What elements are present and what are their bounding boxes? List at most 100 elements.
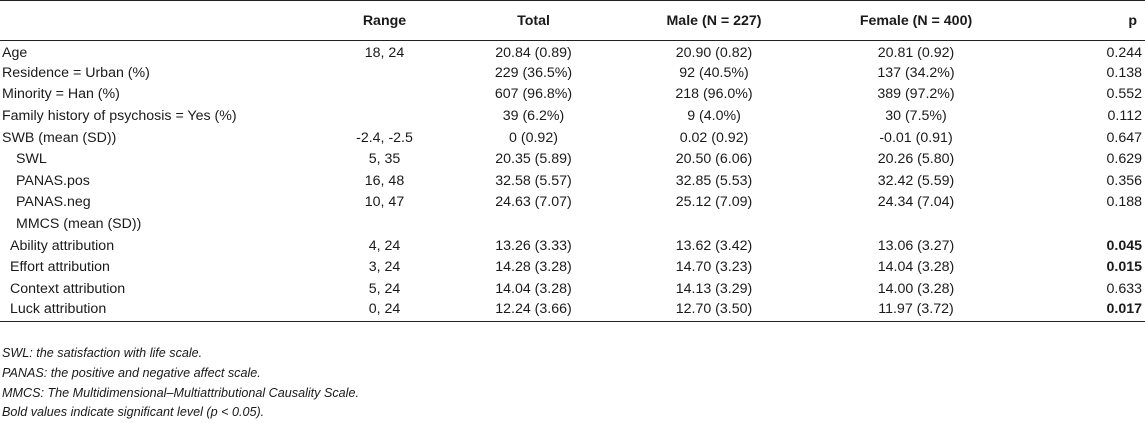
row-female: 11.97 (3.72) [804,299,1028,322]
row-total: 14.04 (3.28) [495,280,572,297]
table-row: Residence = Urban (%) 229 (36.5%) 92 (40… [0,62,1145,84]
table-row: MMCS (mean (SD)) [0,213,1145,235]
row-range: 5, 35 [368,151,401,168]
table-row: Context attribution 5, 24 14.04 (3.28) 1… [0,278,1145,300]
table-row: Effort attribution 3, 24 14.28 (3.28) 14… [0,256,1145,278]
row-total: 13.26 (3.33) [495,237,572,254]
row-male [624,213,804,235]
row-p-value: 0.015 [1106,259,1142,276]
row-range: 16, 48 [364,172,405,189]
table-row: SWL 5, 35 20.35 (5.89) 20.50 (6.06) 20.2… [0,148,1145,170]
row-range: 10, 47 [364,194,405,211]
row-p-value [1028,213,1145,235]
row-female: 13.06 (3.27) [877,237,955,254]
table-row: Ability attribution 4, 24 13.26 (3.33) 1… [0,235,1145,257]
header-total: Total [443,0,624,41]
row-female: 14.00 (3.28) [877,280,955,297]
row-range: 4, 24 [368,237,401,254]
header-male: Male (N = 227) [624,0,804,41]
row-male: 25.12 (7.09) [675,194,753,211]
row-total: 24.63 (7.07) [495,194,572,211]
row-label: SWB (mean (SD)) [2,129,117,146]
table-footnotes: SWL: the satisfaction with life scale. P… [2,344,359,423]
row-male: 13.62 (3.42) [675,237,753,254]
row-label: SWL [16,151,47,168]
row-female: 24.34 (7.04) [877,194,955,211]
row-range [326,84,443,106]
row-female: 389 (97.2%) [877,86,955,103]
row-label: PANAS.neg [16,194,91,211]
row-p-value: 0.017 [1028,299,1145,322]
row-total: 229 (36.5%) [494,64,573,81]
row-total: 14.28 (3.28) [495,259,572,276]
footnote: MMCS: The Multidimensional–Multiattribut… [2,385,359,400]
row-p-value: 0.647 [1106,129,1142,146]
table-row: Minority = Han (%) 607 (96.8%) 218 (96.0… [0,84,1145,106]
row-label: PANAS.pos [16,172,90,189]
row-range: 3, 24 [368,259,401,276]
footnote: PANAS: the positive and negative affect … [2,365,261,380]
row-male: 92 (40.5%) [679,64,749,81]
row-range: 5, 24 [368,280,401,297]
table-row: Age 18, 24 20.84 (0.89) 20.90 (0.82) 20.… [0,41,1145,63]
row-range: 18, 24 [364,44,405,61]
table-row: PANAS.pos 16, 48 32.58 (5.57) 32.85 (5.5… [0,170,1145,192]
row-label: Effort attribution [10,259,110,276]
row-male: 20.90 (0.82) [675,44,753,61]
row-p-value: 0.188 [1106,194,1142,211]
row-total: 607 (96.8%) [494,86,573,103]
row-male: 20.50 (6.06) [675,151,753,168]
row-female: 137 (34.2%) [877,64,955,81]
header-range: Range [326,0,443,41]
row-range: -2.4, -2.5 [356,129,413,146]
row-female: -0.01 (0.91) [879,129,953,146]
row-range [326,213,443,235]
row-female: 20.81 (0.92) [877,44,955,61]
row-female [804,213,1028,235]
row-range [326,105,443,127]
row-male: 12.70 (3.50) [624,299,804,322]
table-row: SWB (mean (SD)) -2.4, -2.5 0 (0.92) 0.02… [0,127,1145,149]
row-female: 32.42 (5.59) [877,172,955,189]
row-female: 20.26 (5.80) [877,151,955,168]
row-label: MMCS (mean (SD)) [16,216,142,233]
row-p-value: 0.552 [1106,86,1142,103]
row-male: 218 (96.0%) [675,86,753,103]
row-total: 12.24 (3.66) [443,299,624,322]
row-female: 14.04 (3.28) [877,259,955,276]
row-p-value: 0.112 [1107,108,1142,125]
row-total: 20.84 (0.89) [495,44,572,61]
footnote: Bold values indicate significant level (… [2,405,265,420]
row-p-value: 0.045 [1106,237,1142,254]
header-row: Range Total Male (N = 227) Female (N = 4… [0,0,1145,41]
row-label: Residence = Urban (%) [2,64,150,81]
row-p-value: 0.356 [1106,172,1142,189]
row-male: 0.02 (0.92) [679,129,749,146]
row-label: Age [2,44,28,61]
header-p: p [1028,0,1145,41]
row-label: Luck attribution [0,299,326,322]
demographics-table: Range Total Male (N = 227) Female (N = 4… [0,0,1145,322]
row-p-value: 0.244 [1106,44,1142,61]
table-row: PANAS.neg 10, 47 24.63 (7.07) 25.12 (7.0… [0,192,1145,214]
row-label: Family history of psychosis = Yes (%) [2,108,237,125]
row-male: 14.70 (3.23) [675,259,753,276]
footnote: SWL: the satisfaction with life scale. [2,346,203,360]
table-row: Family history of psychosis = Yes (%) 39… [0,105,1145,127]
row-total: 32.58 (5.57) [495,172,572,189]
row-p-value: 0.138 [1106,64,1142,81]
row-range [326,62,443,84]
row-total: 39 (6.2%) [502,108,565,125]
row-female: 30 (7.5%) [885,108,947,125]
row-p-value: 0.629 [1106,151,1142,168]
row-male: 32.85 (5.53) [675,172,753,189]
table-row: Luck attribution 0, 24 12.24 (3.66) 12.7… [0,299,1145,322]
row-p-value: 0.633 [1106,280,1142,297]
row-male: 14.13 (3.29) [675,280,753,297]
row-total [443,213,624,235]
row-range: 0, 24 [326,299,443,322]
header-label [0,0,326,41]
row-male: 9 (4.0%) [687,108,741,125]
row-total: 0 (0.92) [509,129,558,146]
